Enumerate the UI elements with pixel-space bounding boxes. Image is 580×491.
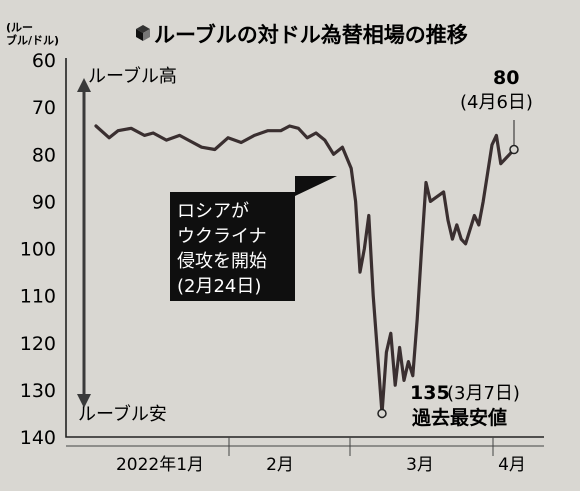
end-date-label: (4月6日) bbox=[460, 92, 533, 113]
unit-label-line2: ブル/ドル) bbox=[6, 33, 59, 47]
invasion-line-2: ウクライナ bbox=[177, 226, 267, 247]
chart-title: ルーブルの対ドル為替相場の推移 bbox=[154, 23, 468, 47]
y-tick-label: 60 bbox=[32, 50, 56, 72]
end-point-marker bbox=[509, 144, 519, 155]
low-note-label: 過去最安値 bbox=[412, 406, 507, 429]
invasion-callout-box bbox=[170, 176, 337, 301]
weak-ruble-label: ルーブル安 bbox=[78, 403, 167, 425]
strength-arrow bbox=[77, 78, 91, 408]
x-category-label: 3月 bbox=[406, 455, 434, 475]
y-tick-label: 100 bbox=[20, 239, 56, 261]
y-axis-ticks: 60 70 80 90 100 110 120 130 140 bbox=[20, 50, 56, 449]
cube-icon bbox=[136, 25, 150, 41]
x-category-label: 2022年1月 bbox=[116, 455, 204, 475]
y-tick-label: 70 bbox=[32, 97, 56, 119]
unit-label-line1: (ルー bbox=[6, 21, 33, 34]
invasion-line-3: 侵攻を開始 bbox=[177, 251, 267, 272]
end-value-label: 80 bbox=[493, 67, 519, 89]
y-tick-label: 140 bbox=[20, 427, 56, 449]
low-date-label: (3月7日) bbox=[447, 383, 520, 404]
y-tick-label: 110 bbox=[20, 286, 56, 308]
y-tick-label: 130 bbox=[20, 380, 56, 402]
y-tick-label: 90 bbox=[32, 191, 56, 213]
low-point-marker bbox=[377, 408, 387, 419]
plot-frame bbox=[65, 58, 544, 438]
y-tick-label: 80 bbox=[32, 144, 56, 166]
invasion-line-1: ロシアが bbox=[177, 201, 249, 222]
x-category-label: 4月 bbox=[498, 455, 526, 475]
x-axis-categories: 2022年1月 2月 3月 4月 bbox=[116, 437, 526, 475]
invasion-line-4: (2月24日) bbox=[177, 276, 261, 297]
y-tick-label: 120 bbox=[20, 333, 56, 355]
ruble-rate-line bbox=[94, 124, 516, 415]
low-value-label: 135 bbox=[410, 382, 450, 404]
strong-ruble-label: ルーブル高 bbox=[88, 65, 177, 87]
x-category-label: 2月 bbox=[266, 455, 294, 475]
